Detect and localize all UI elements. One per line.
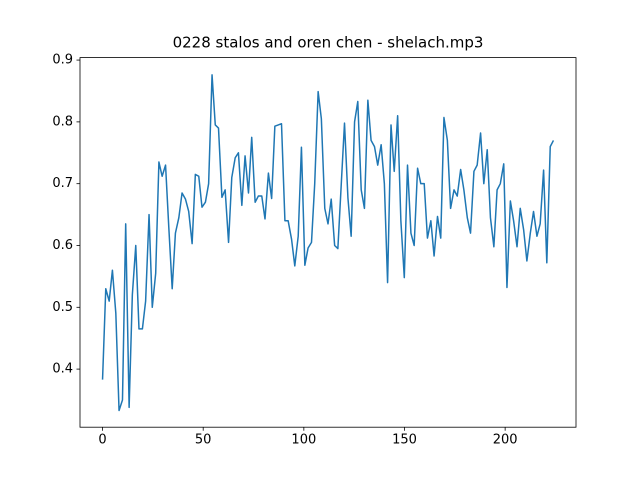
- plot-frame: [79, 57, 577, 428]
- y-tick-label: 0.6: [52, 238, 73, 253]
- y-tick-label: 0.5: [52, 300, 73, 315]
- x-tick-label: 200: [493, 433, 518, 448]
- y-tick-label: 0.8: [52, 114, 73, 129]
- line: [101, 74, 555, 412]
- x-tick-label: 0: [98, 433, 106, 448]
- y-tick-label: 0.7: [52, 176, 73, 191]
- chart-title: 0228 stalos and oren chen - shelach.mp3: [173, 34, 484, 52]
- x-tick-label: 50: [195, 433, 212, 448]
- y-tick-label: 0.4: [52, 362, 73, 377]
- x-tick-label: 100: [291, 433, 316, 448]
- y-tick-label: 0.9: [52, 53, 73, 68]
- x-tick-label: 150: [392, 433, 417, 448]
